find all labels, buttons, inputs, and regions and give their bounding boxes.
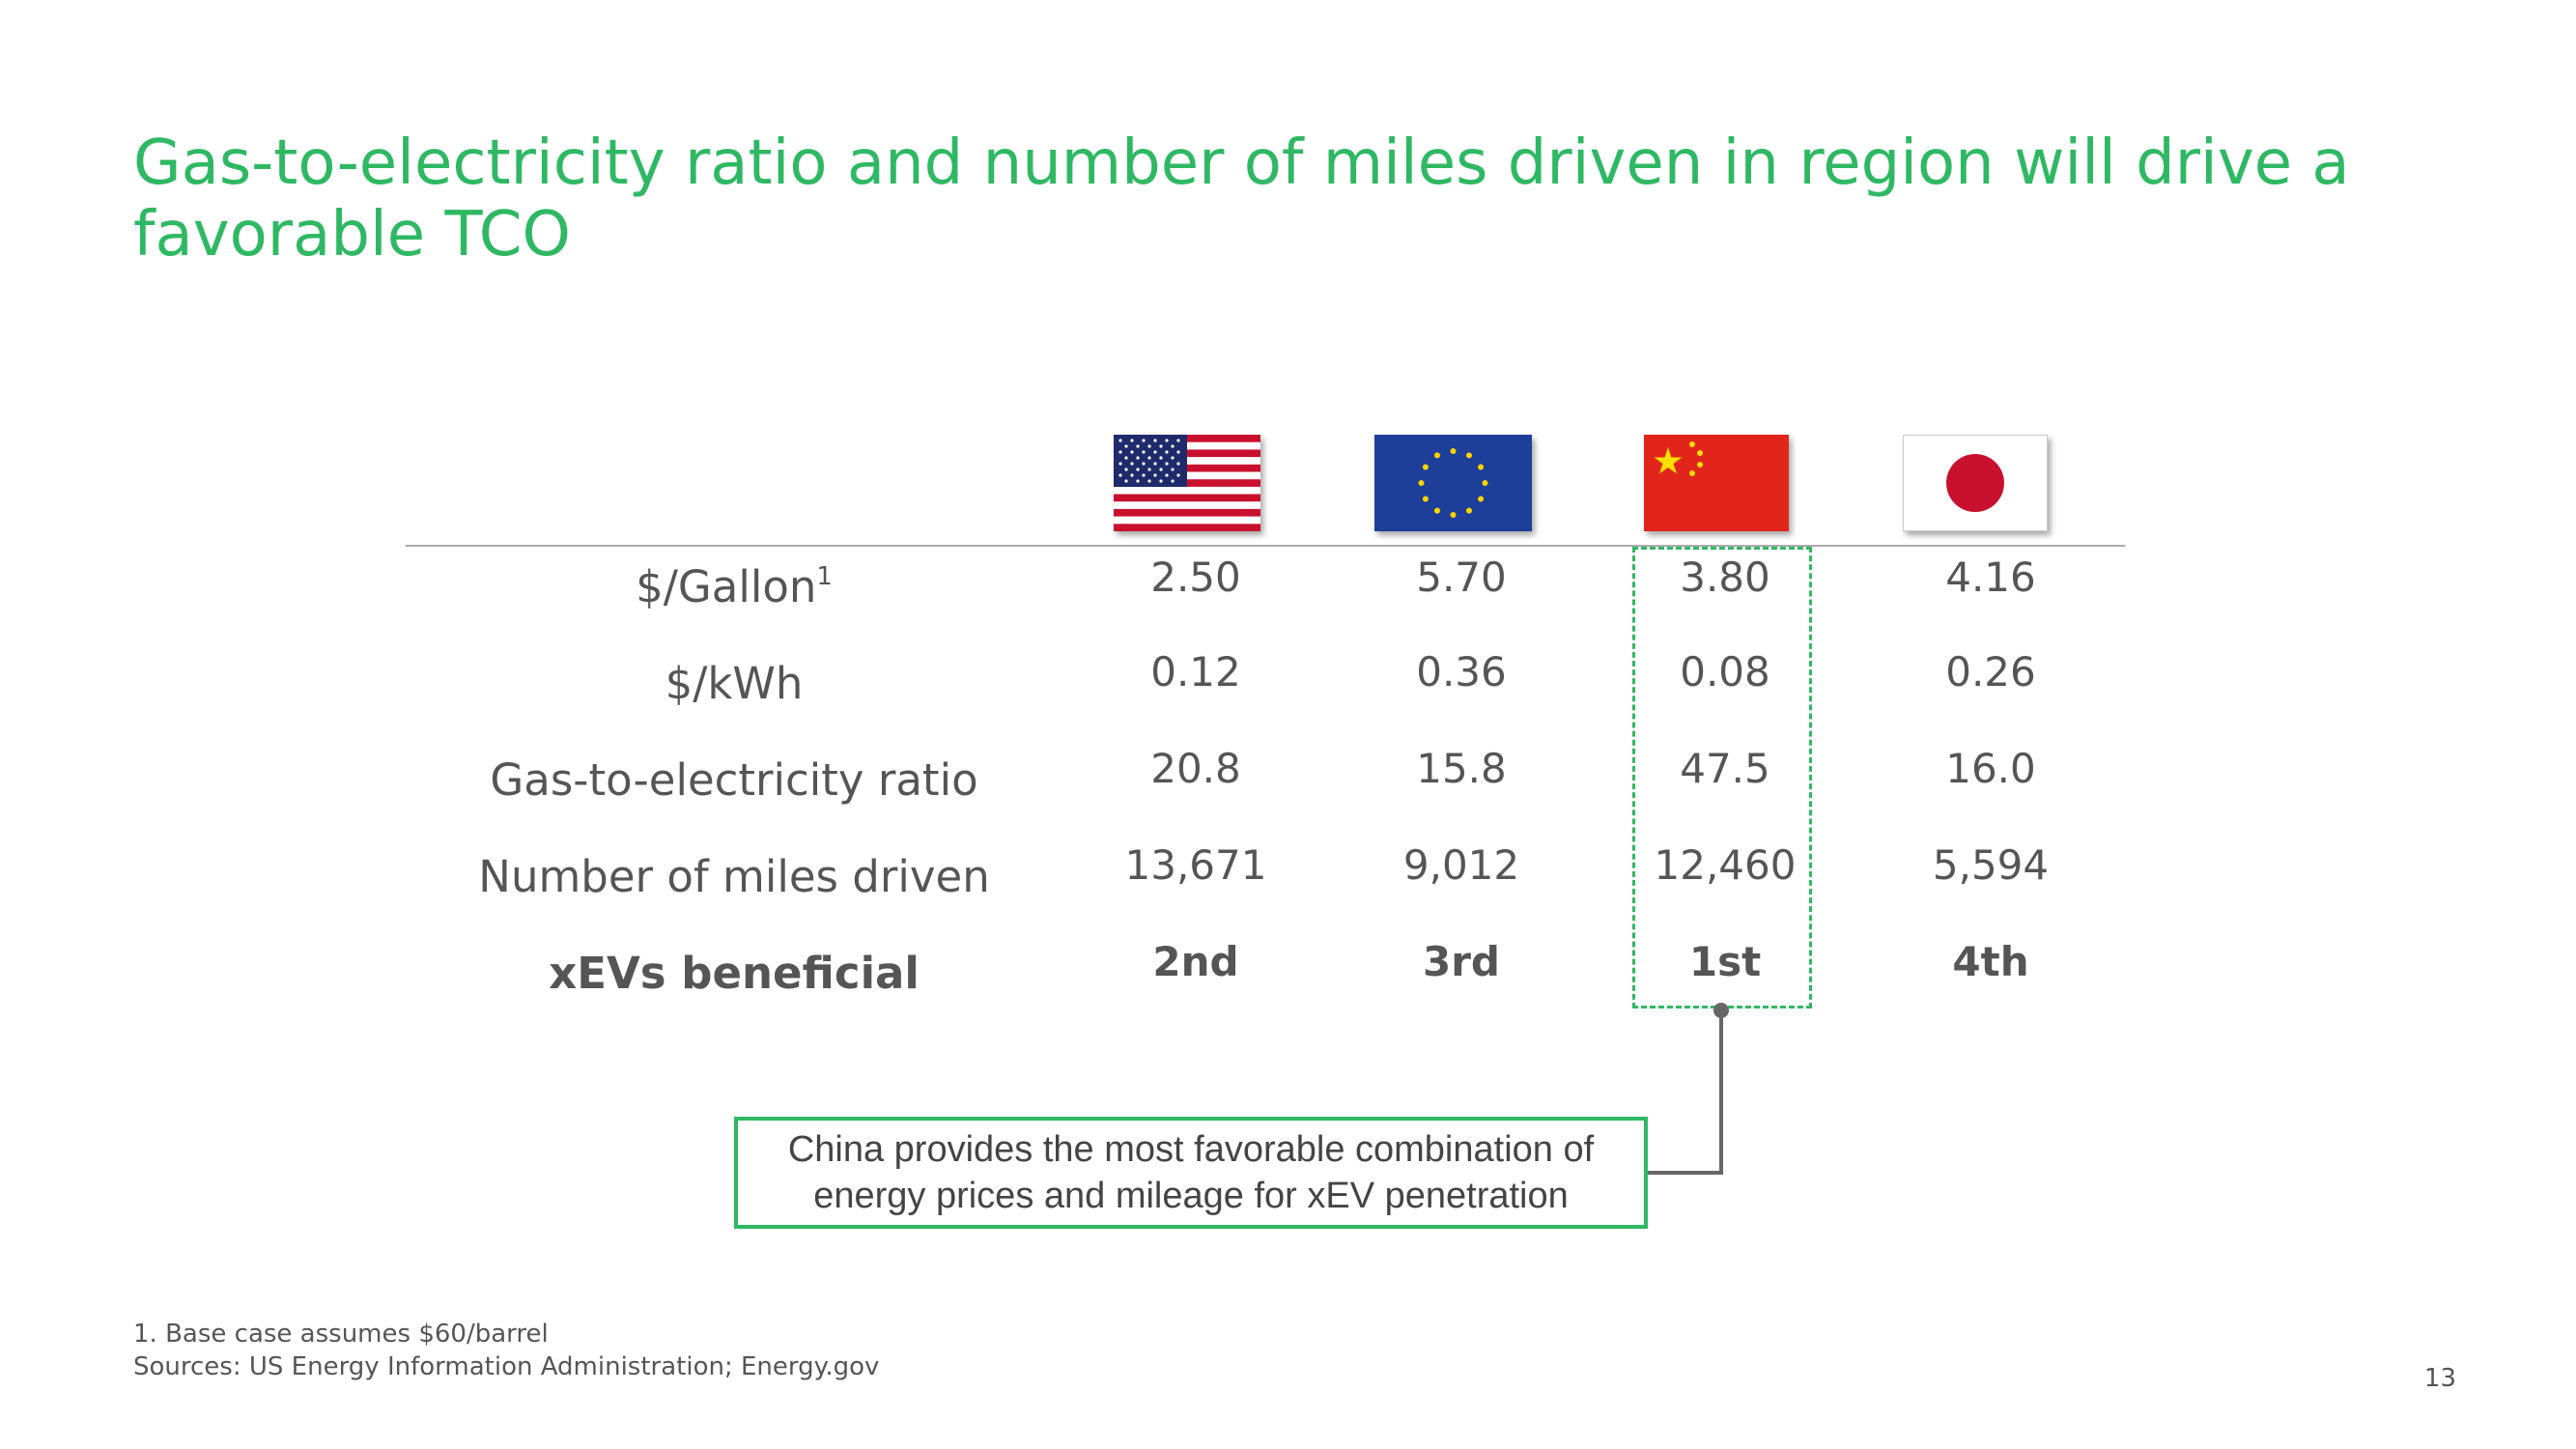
footnote-marker: 1	[816, 562, 833, 591]
us-flag-icon	[1114, 435, 1260, 531]
table-cell: 4th	[1952, 938, 2029, 985]
callout-line-1: China provides the most favorable combin…	[787, 1129, 1595, 1170]
table-cell: 4.16	[1945, 554, 2036, 601]
table-cell: 0.12	[1150, 648, 1241, 696]
table-cell: 2nd	[1152, 938, 1239, 985]
row-label-miles: Number of miles driven	[478, 851, 990, 902]
row-label-ratio: Gas-to-electricity ratio	[490, 754, 978, 806]
table-cell: 13,671	[1124, 841, 1267, 889]
table-cell: 1st	[1688, 938, 1762, 985]
footnote-1: 1. Base case assumes $60/barrel	[133, 1320, 549, 1349]
table-cell: 3rd	[1422, 938, 1500, 985]
table-cell: 0.36	[1416, 648, 1507, 696]
china-highlight-box	[1632, 547, 1812, 1009]
sources-note: Sources: US Energy Information Administr…	[133, 1352, 880, 1381]
table-cell: 5,594	[1932, 841, 2050, 889]
row-label-beneficial: xEVs beneficial	[549, 948, 920, 999]
table-cell: 0.26	[1945, 648, 2036, 696]
page-number: 13	[2423, 1364, 2456, 1393]
row-label-kwh: $/kWh	[665, 658, 804, 709]
table-cell: 9,012	[1402, 841, 1520, 889]
table-divider	[406, 545, 2125, 547]
eu-flag-icon	[1374, 435, 1532, 531]
table-cell: 16.0	[1945, 745, 2036, 792]
row-label-gallon: $/Gallon1	[406, 560, 1062, 614]
table-cell: 0.08	[1680, 648, 1770, 696]
callout-box: China provides the most favorable combin…	[734, 1117, 1648, 1229]
slide-title: Gas-to-electricity ratio and number of m…	[133, 128, 2350, 270]
connector-line-horizontal	[1648, 1171, 1723, 1175]
callout-line-2: energy prices and mileage for xEV penetr…	[813, 1176, 1569, 1216]
row-label-gallon-text: $/Gallon	[636, 561, 817, 612]
connector-line-vertical	[1719, 1010, 1723, 1175]
table-cell: 3.80	[1680, 554, 1770, 601]
china-flag-icon	[1644, 435, 1789, 531]
table-cell: 47.5	[1680, 745, 1770, 792]
japan-flag-icon	[1903, 435, 2048, 531]
table-cell: 12,460	[1654, 841, 1797, 889]
table-cell: 20.8	[1150, 745, 1241, 792]
table-cell: 2.50	[1150, 554, 1241, 601]
table-cell: 15.8	[1416, 745, 1507, 792]
table-cell: 5.70	[1416, 554, 1507, 601]
